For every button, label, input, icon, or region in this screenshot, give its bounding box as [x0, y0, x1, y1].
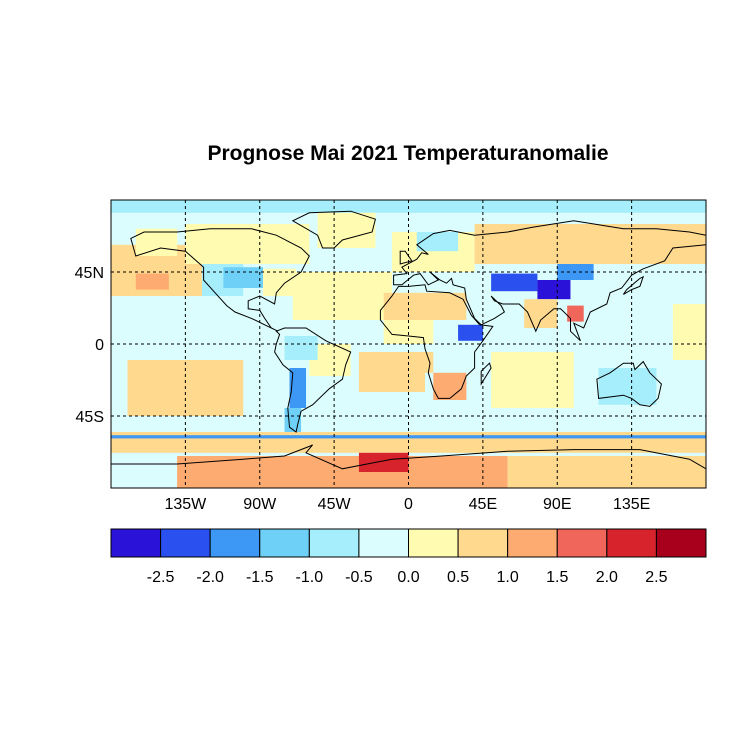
- anomaly-region-north-africa: [383, 292, 467, 320]
- anomaly-region-australia: [598, 368, 657, 405]
- colorbar-tick-label: -1.5: [246, 569, 274, 586]
- anomaly-region-canada: [185, 224, 310, 264]
- colorbar-tick-label: -2.0: [196, 569, 224, 586]
- colorbar-tick-label: -0.5: [345, 569, 373, 586]
- anomaly-region-angola-coast: [421, 352, 434, 373]
- coastline-5: [399, 250, 413, 265]
- coastline-0: [130, 228, 310, 332]
- colorbar-swatch: [308, 528, 360, 558]
- anomaly-region-antarctica-east: [507, 456, 706, 488]
- colorbar-swatch: [606, 528, 657, 558]
- lon-tick-label: 135W: [164, 496, 207, 513]
- anomaly-region-southern-africa-warm: [433, 372, 467, 400]
- anomaly-region-north-pacific-warm: [135, 273, 169, 290]
- lon-tick-label: 90W: [243, 496, 277, 513]
- coastline-3: [379, 284, 494, 399]
- anomaly-region-usa-central: [223, 267, 264, 288]
- anomaly-region-usa-east: [263, 268, 297, 296]
- anomaly-region-amazon-cool: [284, 336, 318, 360]
- anomaly-region-scandinavia-cool: [416, 232, 459, 252]
- anomaly-region-east-africa-cool: [458, 324, 483, 341]
- anomaly-region-tibet: [537, 280, 571, 300]
- lat-tick-label: 45N: [75, 265, 104, 282]
- colorbar-swatch: [110, 528, 162, 558]
- map-frame: [110, 199, 707, 489]
- coastline-6: [596, 360, 662, 407]
- coastline-9: [111, 444, 706, 488]
- colorbar-swatch: [408, 528, 459, 558]
- lon-tick-label: 45W: [318, 496, 352, 513]
- anomaly-region-andes-cool: [289, 368, 307, 408]
- graticule: [111, 200, 706, 488]
- lon-tick-label: 45E: [469, 496, 497, 513]
- map-title: Prognose Mai 2021 Temperaturanomalie: [207, 142, 609, 165]
- coastline-7: [480, 362, 492, 386]
- colorbar-tick-label: 2.5: [645, 569, 667, 586]
- colorbar-swatch: [358, 528, 409, 558]
- colorbar-swatch: [457, 528, 509, 558]
- latitude-ticks: 45N 0 45S: [75, 265, 104, 426]
- longitude-ticks: 135W 90W 45W 0 45E 90E 135E: [164, 496, 650, 513]
- anomaly-region-antarctica-hot: [358, 452, 409, 472]
- anomaly-region-antarctica: [177, 456, 508, 488]
- coastline-8: [622, 275, 645, 295]
- colorbar-tick-label: -2.5: [147, 569, 175, 586]
- colorbar-swatch: [507, 528, 558, 558]
- colorbar-tick-label: 2.0: [596, 569, 618, 586]
- anomaly-region-alaska: [135, 228, 178, 256]
- lon-tick-label: 0: [404, 496, 413, 513]
- colorbar-swatch: [655, 528, 707, 558]
- colorbar-labels: -2.5 -2.0 -1.5 -1.0 -0.5 0.0 0.5 1.0 1.5 2.0 2.5: [147, 569, 668, 586]
- anomaly-region-india: [524, 299, 558, 328]
- colorbar-tick-label: 0.0: [397, 569, 419, 586]
- anomaly-region-greenland: [317, 212, 376, 248]
- colorbar-swatch: [209, 528, 261, 558]
- anomaly-region-central-asia: [491, 273, 538, 292]
- anomaly-region-tropical-pacific: [672, 304, 706, 360]
- colorbar-swatch: [160, 528, 211, 558]
- lat-tick-label: 0: [95, 337, 104, 354]
- anomaly-region-indian-ocean: [491, 352, 574, 408]
- lat-tick-label: 45S: [76, 409, 104, 426]
- anomaly-region-south-atlantic: [358, 352, 426, 392]
- coastline-1: [291, 210, 377, 249]
- anomaly-region-se-asia-warm: [567, 305, 584, 322]
- anomaly-region-mid-atlantic: [292, 272, 392, 320]
- colorbar: [110, 528, 707, 558]
- lon-tick-label: 90E: [543, 496, 571, 513]
- colorbar-tick-label: 0.5: [447, 569, 469, 586]
- colorbar-tick-label: 1.0: [497, 569, 519, 586]
- colorbar-swatch: [259, 528, 310, 558]
- coastline-4: [393, 220, 706, 342]
- colorbar-tick-label: -1.0: [296, 569, 324, 586]
- colorbar-swatch: [556, 528, 608, 558]
- colorbar-tick-label: 1.5: [546, 569, 568, 586]
- lon-tick-label: 135E: [613, 496, 650, 513]
